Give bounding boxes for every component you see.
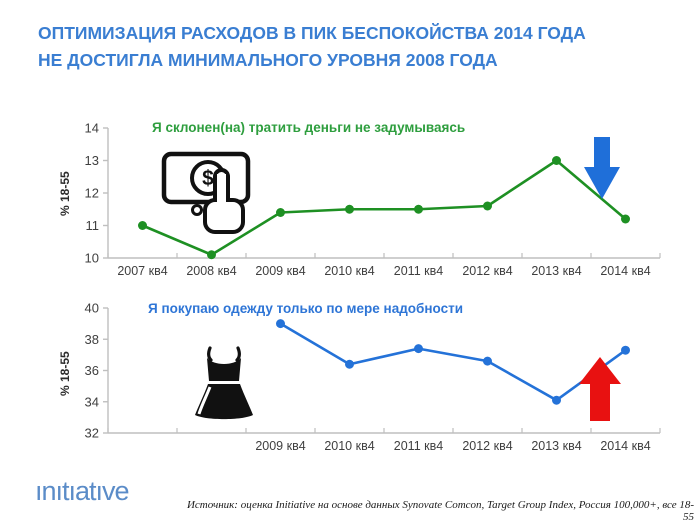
black-dress-icon bbox=[195, 346, 253, 420]
page-title: ОПТИМИЗАЦИЯ РАСХОДОВ В ПИК БЕСПОКОЙСТВА … bbox=[38, 20, 678, 74]
svg-text:2014 кв4: 2014 кв4 bbox=[600, 264, 650, 278]
trend-up-arrow-icon bbox=[579, 357, 621, 421]
svg-text:12: 12 bbox=[85, 186, 99, 201]
svg-text:2011 кв4: 2011 кв4 bbox=[394, 439, 443, 453]
svg-text:2009 кв4: 2009 кв4 bbox=[255, 439, 305, 453]
svg-text:2012 кв4: 2012 кв4 bbox=[462, 264, 512, 278]
page-title-line1: ОПТИМИЗАЦИЯ РАСХОДОВ В ПИК БЕСПОКОЙСТВА … bbox=[38, 23, 586, 43]
svg-text:2009 кв4: 2009 кв4 bbox=[255, 264, 305, 278]
page-title-line2: НЕ ДОСТИГЛА МИНИМАЛЬНОГО УРОВНЯ 2008 ГОД… bbox=[38, 50, 498, 70]
svg-text:2014 кв4: 2014 кв4 bbox=[600, 439, 650, 453]
initiative-logo: ınıtıatıve bbox=[35, 476, 130, 506]
svg-text:40: 40 bbox=[85, 301, 99, 316]
svg-text:2011 кв4: 2011 кв4 bbox=[394, 264, 443, 278]
source-note: Источник: оценка Initiative на основе да… bbox=[186, 499, 694, 523]
svg-text:13: 13 bbox=[85, 153, 99, 168]
svg-text:2013 кв4: 2013 кв4 bbox=[531, 439, 581, 453]
svg-text:10: 10 bbox=[85, 251, 99, 266]
svg-text:34: 34 bbox=[85, 394, 99, 409]
chart1-title: Я склонен(на) тратить деньги не задумыва… bbox=[152, 120, 466, 135]
chart2-plot: 32 34 36 38 40 2009 кв4 2010 кв4 2011 кв4 2012 к… bbox=[85, 301, 661, 453]
svg-text:32: 32 bbox=[85, 426, 99, 441]
svg-text:36: 36 bbox=[85, 363, 99, 378]
svg-text:$: $ bbox=[202, 167, 214, 190]
svg-text:2012 кв4: 2012 кв4 bbox=[462, 439, 512, 453]
svg-text:2010 кв4: 2010 кв4 bbox=[324, 439, 374, 453]
svg-text:2007 кв4: 2007 кв4 bbox=[117, 264, 167, 278]
svg-text:38: 38 bbox=[85, 332, 99, 347]
svg-text:2013 кв4: 2013 кв4 bbox=[531, 264, 581, 278]
pay-button-hand-icon: $ bbox=[161, 151, 251, 234]
svg-text:14: 14 bbox=[85, 121, 99, 136]
trend-down-arrow-icon bbox=[584, 137, 620, 199]
chart2-title: Я покупаю одежду только по мере надобнос… bbox=[148, 301, 463, 316]
svg-text:11: 11 bbox=[86, 218, 100, 233]
chart1-plot: 10 11 12 13 14 2007 кв4 2008 кв4 2009 кв4 2010 к… bbox=[85, 121, 661, 278]
svg-text:2010 кв4: 2010 кв4 bbox=[324, 264, 374, 278]
svg-text:2008 кв4: 2008 кв4 bbox=[186, 264, 236, 278]
